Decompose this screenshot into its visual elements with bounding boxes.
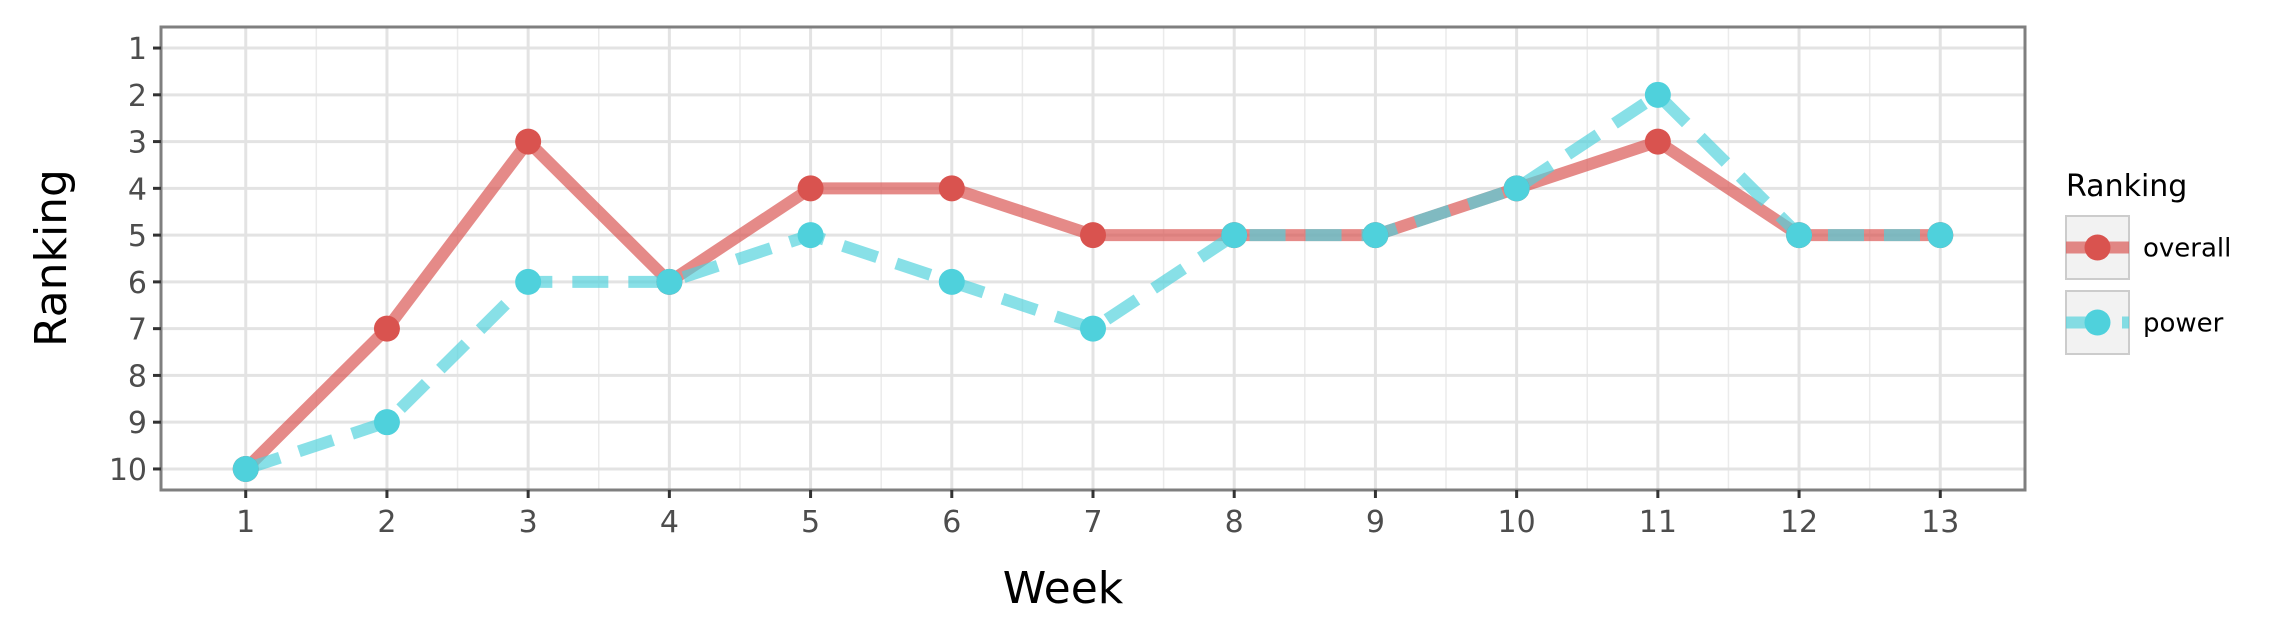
- data-point-power: [938, 268, 965, 295]
- legend-point-overall: [2084, 234, 2111, 261]
- series-layer: [232, 81, 1954, 482]
- grid: [161, 27, 2025, 490]
- y-tick-label: 6: [128, 266, 147, 301]
- legend-title: Ranking: [2066, 169, 2187, 204]
- data-point-overall: [797, 175, 824, 202]
- data-point-overall: [373, 315, 400, 342]
- x-tick-label: 11: [1639, 505, 1677, 540]
- x-tick-label: 7: [1083, 505, 1102, 540]
- data-point-power: [373, 409, 400, 436]
- y-tick-label: 4: [128, 172, 147, 207]
- legend-label-power: power: [2143, 309, 2224, 339]
- data-point-power: [1503, 175, 1530, 202]
- y-tick-label: 5: [128, 219, 147, 254]
- data-point-power: [1362, 222, 1389, 249]
- x-tick-label: 13: [1921, 505, 1959, 540]
- data-point-overall: [1080, 222, 1106, 249]
- data-point-power: [1927, 222, 1954, 249]
- data-point-power: [1221, 222, 1248, 249]
- x-tick-label: 12: [1780, 505, 1818, 540]
- data-point-power: [1786, 222, 1813, 249]
- x-tick-label: 10: [1498, 505, 1536, 540]
- data-point-power: [1644, 81, 1671, 108]
- x-tick-label: 1: [236, 505, 255, 540]
- data-point-power: [232, 455, 259, 482]
- x-tick-label: 4: [660, 505, 679, 540]
- legend: Ranking overall power: [2065, 169, 2231, 355]
- data-point-overall: [515, 128, 542, 155]
- y-tick-label: 8: [128, 359, 147, 394]
- y-tick-label: 2: [128, 79, 147, 114]
- y-axis-title: Ranking: [26, 169, 77, 347]
- y-tick-label: 9: [128, 406, 147, 441]
- legend-point-power: [2084, 309, 2111, 336]
- y-tick-label: 3: [128, 126, 147, 161]
- data-point-overall: [1644, 128, 1671, 155]
- x-tick-label: 2: [377, 505, 396, 540]
- y-tick-label: 10: [109, 453, 147, 488]
- legend-label-overall: overall: [2143, 234, 2231, 264]
- data-point-overall: [938, 175, 965, 202]
- x-tick-label: 8: [1225, 505, 1244, 540]
- y-tick-label: 1: [128, 32, 147, 67]
- x-tick-label: 9: [1366, 505, 1385, 540]
- data-point-power: [797, 222, 824, 249]
- data-point-power: [515, 268, 542, 295]
- data-point-power: [1080, 315, 1106, 342]
- data-point-power: [656, 268, 683, 295]
- y-tick-label: 7: [128, 313, 147, 348]
- x-tick-label: 3: [519, 505, 538, 540]
- x-tick-label: 5: [801, 505, 820, 540]
- x-axis-title: Week: [1003, 563, 1124, 614]
- x-tick-label: 6: [942, 505, 961, 540]
